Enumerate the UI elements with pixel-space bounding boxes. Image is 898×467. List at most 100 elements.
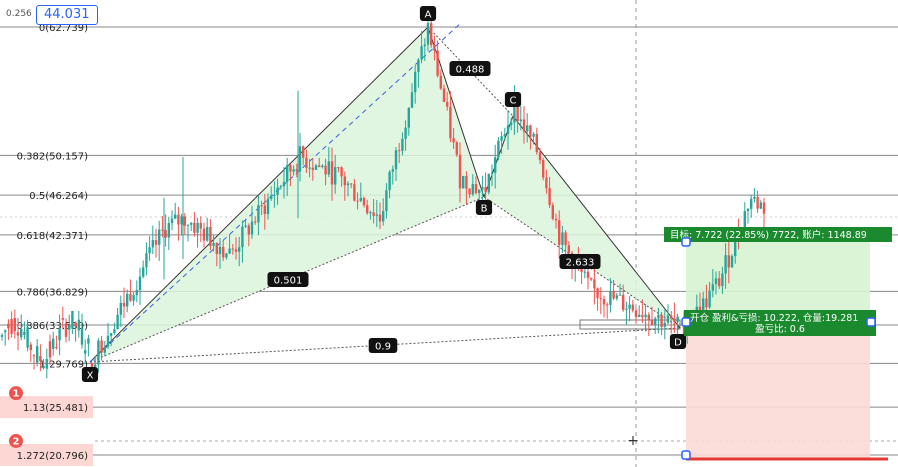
point-label-D-bg	[669, 334, 687, 349]
candle-body-176	[564, 232, 567, 246]
candle-body-223	[718, 278, 721, 287]
fib-label-bg-1.272	[0, 443, 93, 466]
leg-XA	[89, 26, 429, 363]
candle-body-158	[506, 125, 510, 135]
candle-body-53	[170, 218, 174, 224]
candle-body-125	[401, 138, 404, 151]
rr-label: 盈亏比: 0.6	[755, 323, 805, 335]
candle-body-227	[730, 256, 734, 268]
candle-body-228	[734, 234, 737, 257]
drag-handle-2	[866, 317, 876, 327]
candle-body-68	[218, 246, 222, 255]
candle-body-29	[94, 364, 97, 368]
point-label-B-bg	[475, 200, 493, 215]
candle-body-61	[196, 222, 199, 233]
candle-body-173	[554, 218, 558, 221]
candle-body-149	[478, 189, 481, 194]
candle-body-148	[474, 184, 478, 194]
candle-body-17	[55, 346, 58, 348]
candle-body-156	[500, 136, 503, 141]
candle-body-13	[42, 365, 45, 369]
candle-body-222	[714, 278, 718, 285]
candle-body-152	[487, 173, 490, 193]
corner-value: 0.256	[6, 9, 32, 19]
candle-body-116	[372, 212, 375, 216]
candle-body-104	[334, 167, 337, 185]
candle-body-122	[391, 169, 394, 172]
candle-body-93	[298, 146, 302, 172]
candle-body-196	[628, 304, 631, 309]
candle-body-64	[206, 226, 209, 241]
candle-body-66	[212, 243, 215, 246]
candle-body-112	[359, 197, 362, 201]
drag-handle-1	[681, 317, 691, 327]
candle-body-133	[426, 23, 430, 45]
candle-body-45	[145, 253, 148, 268]
candle-body-237	[762, 202, 766, 214]
candle-body-195	[625, 308, 628, 310]
candle-body-232	[746, 208, 750, 212]
ratio-label-1: 2.633	[566, 258, 595, 269]
candle-body-51	[164, 230, 167, 238]
candle-body-233	[750, 198, 753, 209]
current-price-box[interactable]: 44.031	[36, 5, 98, 25]
candle-body-19	[61, 318, 64, 320]
candle-body-150	[481, 187, 484, 190]
candle-body-22	[71, 310, 74, 329]
candle-body-169	[542, 160, 545, 178]
candle-body-128	[410, 92, 414, 108]
candle-body-193	[618, 294, 622, 296]
candle-body-199	[638, 314, 641, 318]
candle-body-138	[442, 88, 446, 102]
candle-body-143	[458, 154, 462, 189]
candle-body-97	[311, 167, 314, 170]
candle-body-36	[116, 314, 119, 330]
candle-body-101	[324, 165, 327, 175]
candle-body-41	[132, 295, 135, 301]
candle-body-76	[244, 225, 247, 227]
candle-body-198	[634, 310, 638, 318]
candle-body-70	[225, 253, 228, 258]
ratio-label-0-bg	[449, 61, 491, 76]
candle-body-46	[148, 247, 151, 254]
candle-body-170	[545, 177, 548, 189]
candle-body-40	[129, 293, 132, 301]
candle-body-14	[45, 359, 48, 369]
candle-body-82	[263, 205, 266, 214]
candle-body-147	[471, 184, 474, 195]
candle-body-6	[20, 329, 23, 338]
ratio-label-0: 0.488	[456, 65, 485, 76]
candle-body-23	[74, 322, 77, 327]
candle-body-37	[119, 302, 122, 315]
candle-body-71	[228, 248, 231, 254]
candle-body-111	[356, 200, 359, 202]
candle-body-59	[190, 222, 193, 225]
candle-body-20	[64, 323, 68, 337]
candle-body-191	[612, 291, 615, 299]
candle-body-137	[439, 75, 442, 89]
candle-body-208	[666, 315, 670, 323]
candle-body-187	[599, 298, 602, 300]
entry-label: 开仓 盈利&亏损: 10.222, 仓量:19.281	[690, 312, 858, 324]
candle-body-225	[724, 255, 727, 274]
drag-handle-0	[681, 237, 691, 247]
candle-body-60	[193, 222, 196, 233]
candle-body-79	[254, 221, 257, 223]
candle-body-54	[174, 214, 177, 219]
candle-body-48	[154, 240, 158, 245]
candle-body-177	[567, 245, 570, 253]
candle-body-145	[465, 175, 468, 189]
candle-body-209	[670, 315, 673, 319]
candle-body-11	[36, 346, 39, 363]
candle-body-204	[654, 318, 657, 325]
fib-label-0.5: 0.5(46.264)	[29, 191, 88, 202]
ratio-line-XD	[89, 327, 681, 363]
fib-label-1.13: 1.13(25.481)	[23, 403, 88, 414]
candle-body-154	[494, 157, 497, 173]
candle-body-5	[16, 332, 20, 336]
candle-body-220	[708, 290, 711, 308]
candle-body-132	[423, 44, 426, 47]
candle-body-236	[759, 202, 762, 209]
candle-body-146	[468, 188, 471, 195]
